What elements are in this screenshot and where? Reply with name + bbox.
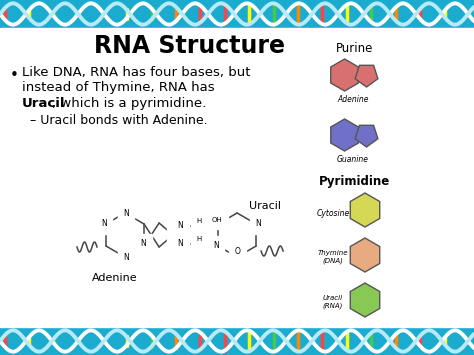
Polygon shape [350,193,380,227]
Polygon shape [331,119,358,151]
Text: Guanine: Guanine [337,155,369,164]
Text: N: N [213,241,219,251]
Text: N: N [255,219,261,229]
Text: O: O [234,247,240,257]
Text: Adenine: Adenine [337,95,369,104]
Text: Cytosine: Cytosine [316,209,350,218]
Bar [0,0,474,28]
Text: N: N [172,230,178,240]
Polygon shape [350,283,380,317]
Text: Uracil: Uracil [22,97,65,110]
Polygon shape [350,238,380,272]
Text: Pyrimidine: Pyrimidine [319,175,391,188]
Polygon shape [355,65,378,87]
Text: Uracil: Uracil [249,201,281,211]
Text: OH: OH [212,217,222,223]
Text: N: N [123,208,129,218]
Text: H: H [197,236,202,242]
Text: N: N [140,240,146,248]
Polygon shape [331,59,358,91]
Bar [0,327,474,355]
Text: N: N [177,240,183,248]
Text: H: H [197,218,202,224]
Text: , which is a pyrimidine.: , which is a pyrimidine. [52,97,206,110]
Text: N: N [123,252,129,262]
Bar [0,28,474,327]
Text: – Uracil bonds with Adenine.: – Uracil bonds with Adenine. [30,115,208,127]
Text: •: • [10,68,19,83]
Text: N: N [101,219,107,229]
Polygon shape [355,125,378,147]
Text: Adenine: Adenine [92,273,138,283]
Text: instead of Thymine, RNA has: instead of Thymine, RNA has [22,82,215,94]
Text: Uracil
(RNA): Uracil (RNA) [323,295,343,309]
Text: N: N [177,222,183,230]
Text: Thymine
(DNA): Thymine (DNA) [318,250,348,264]
Text: Purine: Purine [337,42,374,55]
Text: RNA Structure: RNA Structure [94,34,285,58]
Text: Like DNA, RNA has four bases, but: Like DNA, RNA has four bases, but [22,66,250,79]
